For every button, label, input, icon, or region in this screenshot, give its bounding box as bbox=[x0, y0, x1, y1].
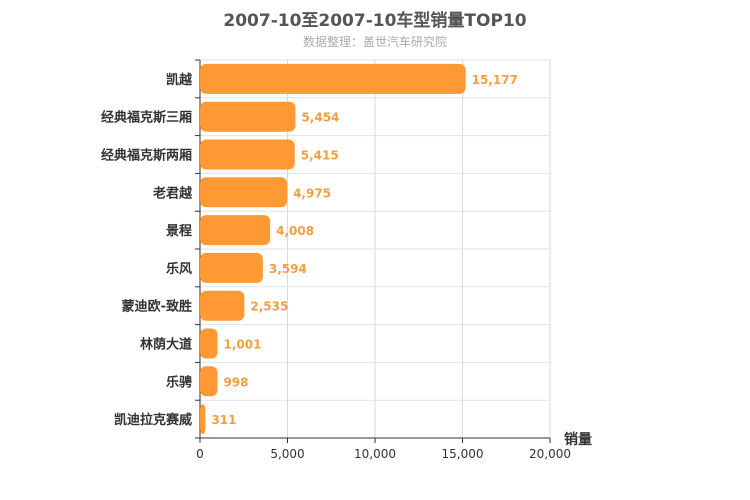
data-label: 5,415 bbox=[301, 149, 339, 163]
data-label: 15,177 bbox=[472, 73, 518, 87]
data-label: 3,594 bbox=[269, 262, 307, 276]
data-label: 1,001 bbox=[224, 338, 262, 352]
bar bbox=[200, 177, 288, 208]
x-tick-label: 0 bbox=[196, 447, 204, 461]
bar bbox=[200, 215, 271, 246]
category-label: 林荫大道 bbox=[140, 337, 192, 353]
category-label: 经典福克斯两厢 bbox=[101, 148, 192, 164]
category-label: 蒙迪欧-致胜 bbox=[122, 299, 192, 315]
chart-title: 2007-10至2007-10车型销量TOP10 bbox=[223, 11, 527, 31]
bar bbox=[200, 139, 295, 170]
data-label: 4,975 bbox=[293, 186, 331, 200]
bar bbox=[200, 101, 296, 132]
bar bbox=[200, 63, 466, 94]
chart-subtitle: 数据整理：盖世汽车研究院 bbox=[302, 35, 447, 49]
data-label: 5,454 bbox=[301, 111, 339, 125]
bar bbox=[200, 404, 206, 435]
category-label: 老君越 bbox=[152, 185, 193, 201]
data-label: 311 bbox=[211, 413, 236, 427]
category-label: 景程 bbox=[166, 224, 192, 239]
data-label: 4,008 bbox=[276, 224, 314, 238]
category-label: 凯越 bbox=[166, 72, 193, 88]
bar bbox=[200, 252, 263, 283]
x-tick-label: 10,000 bbox=[354, 447, 396, 461]
x-axis-title: 销量 bbox=[564, 431, 592, 448]
category-label: 乐骋 bbox=[166, 374, 192, 390]
category-label: 乐风 bbox=[166, 261, 192, 277]
data-label: 998 bbox=[223, 375, 248, 389]
category-label: 经典福克斯三厢 bbox=[101, 110, 192, 126]
x-tick-label: 5,000 bbox=[270, 447, 304, 461]
x-tick-label: 15,000 bbox=[442, 447, 484, 461]
bar bbox=[200, 328, 218, 359]
x-tick-label: 20,000 bbox=[529, 447, 571, 461]
bar bbox=[200, 290, 245, 321]
data-label: 2,535 bbox=[250, 300, 288, 314]
bar bbox=[200, 366, 218, 397]
category-label: 凯迪拉克赛威 bbox=[114, 412, 192, 428]
